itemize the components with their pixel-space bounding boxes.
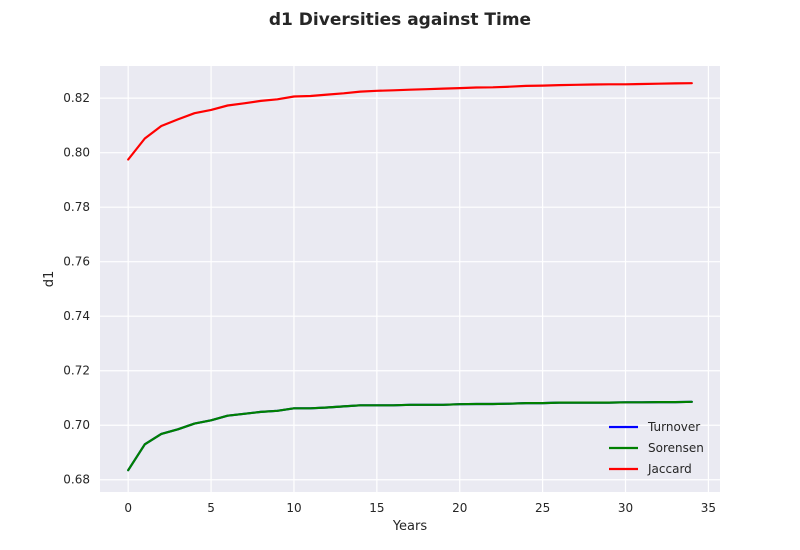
x-axis-ticks: 0 5 10 15 20 25 30 35 [124,501,716,515]
legend: Turnover Sorensen Jaccard [609,420,704,476]
y-axis-ticks: 0.68 0.70 0.72 0.74 0.76 0.78 0.80 0.82 [63,91,90,487]
legend-label-sorensen: Sorensen [648,441,704,455]
series-lines [127,82,693,472]
x-tick-label: 25 [535,501,550,515]
legend-label-jaccard: Jaccard [647,462,692,476]
x-tick-label: 30 [618,501,633,515]
series-line-sorensen [127,400,693,472]
y-tick-label: 0.74 [63,309,90,323]
x-tick-label: 20 [452,501,467,515]
x-tick-label: 5 [207,501,215,515]
y-axis-label: d1 [42,271,57,288]
y-tick-label: 0.70 [63,418,90,432]
x-tick-label: 15 [369,501,384,515]
x-tick-label: 35 [701,501,716,515]
grid-lines [100,66,720,492]
y-tick-label: 0.76 [63,255,90,269]
y-tick-label: 0.72 [63,364,90,378]
y-tick-label: 0.82 [63,91,90,105]
series-line-jaccard [127,82,693,161]
legend-label-turnover: Turnover [647,420,700,434]
x-tick-label: 10 [286,501,301,515]
y-tick-label: 0.68 [63,473,90,487]
y-tick-label: 0.78 [63,200,90,214]
chart-title: d1 Diversities against Time [269,10,531,30]
x-tick-label: 0 [124,501,132,515]
x-axis-label: Years [392,519,428,534]
y-tick-label: 0.80 [63,146,90,160]
